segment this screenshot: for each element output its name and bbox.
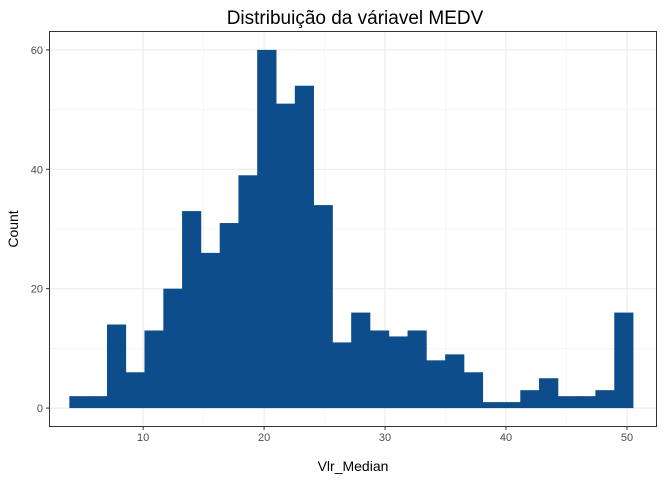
chart-title: Distribuição da váriavel MEDV [227, 8, 484, 29]
histogram-bar [501, 402, 521, 409]
histogram-bar [595, 390, 615, 409]
histogram-bar [257, 49, 277, 409]
histogram-bar [88, 396, 108, 409]
histogram-bar [369, 330, 390, 409]
y-tick-label: 20 [31, 284, 43, 296]
axis-ticks: 10 20 30 40 50 0 20 40 60 [31, 45, 633, 444]
x-tick-label: 40 [500, 432, 512, 444]
histogram-bar [238, 175, 258, 409]
y-tick-label: 0 [37, 403, 43, 415]
panel-border [49, 31, 657, 427]
y-tick-label: 40 [31, 164, 43, 176]
histogram-bar [200, 252, 221, 409]
histogram-bar [332, 342, 352, 409]
histogram-bar [520, 390, 540, 409]
y-tick-label: 60 [31, 45, 43, 57]
histogram-bar [614, 312, 634, 409]
histogram-bar [294, 85, 314, 409]
histogram-bar [106, 324, 127, 409]
histogram-bars [69, 49, 634, 409]
histogram-bar [407, 330, 427, 409]
histogram-bar [463, 372, 484, 409]
histogram-bar [313, 205, 333, 409]
histogram-bar [219, 223, 239, 409]
histogram-bar [426, 360, 446, 409]
histogram-bar [445, 354, 465, 409]
y-axis-title: Count [5, 210, 21, 247]
histogram-bar [144, 330, 164, 409]
x-tick-label: 30 [379, 432, 391, 444]
histogram-bar [351, 312, 371, 409]
histogram-bar [482, 402, 502, 409]
x-tick-label: 20 [258, 432, 270, 444]
x-tick-label: 50 [621, 432, 633, 444]
histogram-bar [69, 396, 89, 409]
histogram-bar [276, 103, 296, 409]
histogram-bar [388, 336, 408, 409]
histogram-bar [576, 396, 596, 409]
histogram-bar [125, 372, 145, 409]
x-axis-title: Vlr_Median [318, 458, 389, 474]
histogram-bar [182, 211, 202, 409]
x-tick-label: 10 [137, 432, 149, 444]
histogram-bar [557, 396, 578, 409]
histogram-bar [163, 288, 183, 409]
histogram-bar [539, 378, 559, 409]
